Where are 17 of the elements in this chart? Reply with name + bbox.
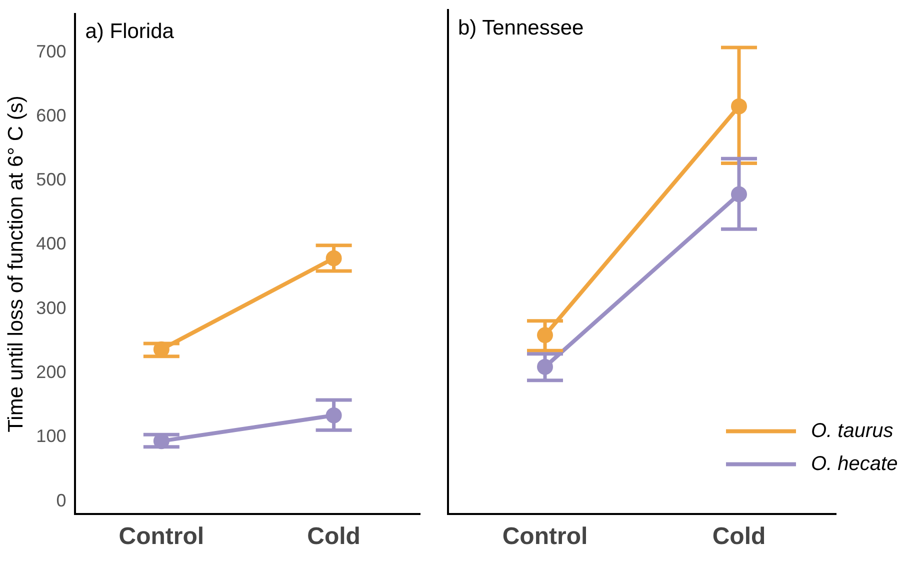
y-tick-label: 700	[36, 41, 66, 62]
x-tick-label: Control	[118, 523, 204, 550]
y-axis-title: Time until loss of function at 6° C (s)	[4, 96, 28, 432]
y-tick-label: 400	[36, 234, 66, 254]
legend-label: O. hecate	[811, 452, 898, 475]
x-tick-label: Cold	[307, 523, 360, 550]
y-tick-label: 100	[36, 426, 66, 446]
y-tick-label: 200	[36, 362, 66, 382]
chart-title: a) Florida	[85, 20, 174, 44]
y-tick-label: 300	[36, 298, 66, 318]
x-tick-label: Cold	[712, 523, 766, 550]
x-tick-label: Control	[502, 523, 588, 550]
y-tick-label: 0	[56, 490, 66, 510]
y-tick-label: 600	[36, 105, 66, 126]
legend-label: O. taurus	[811, 420, 894, 442]
chart-title: b) Tennessee	[458, 16, 584, 40]
y-tick-label: 500	[36, 170, 66, 190]
